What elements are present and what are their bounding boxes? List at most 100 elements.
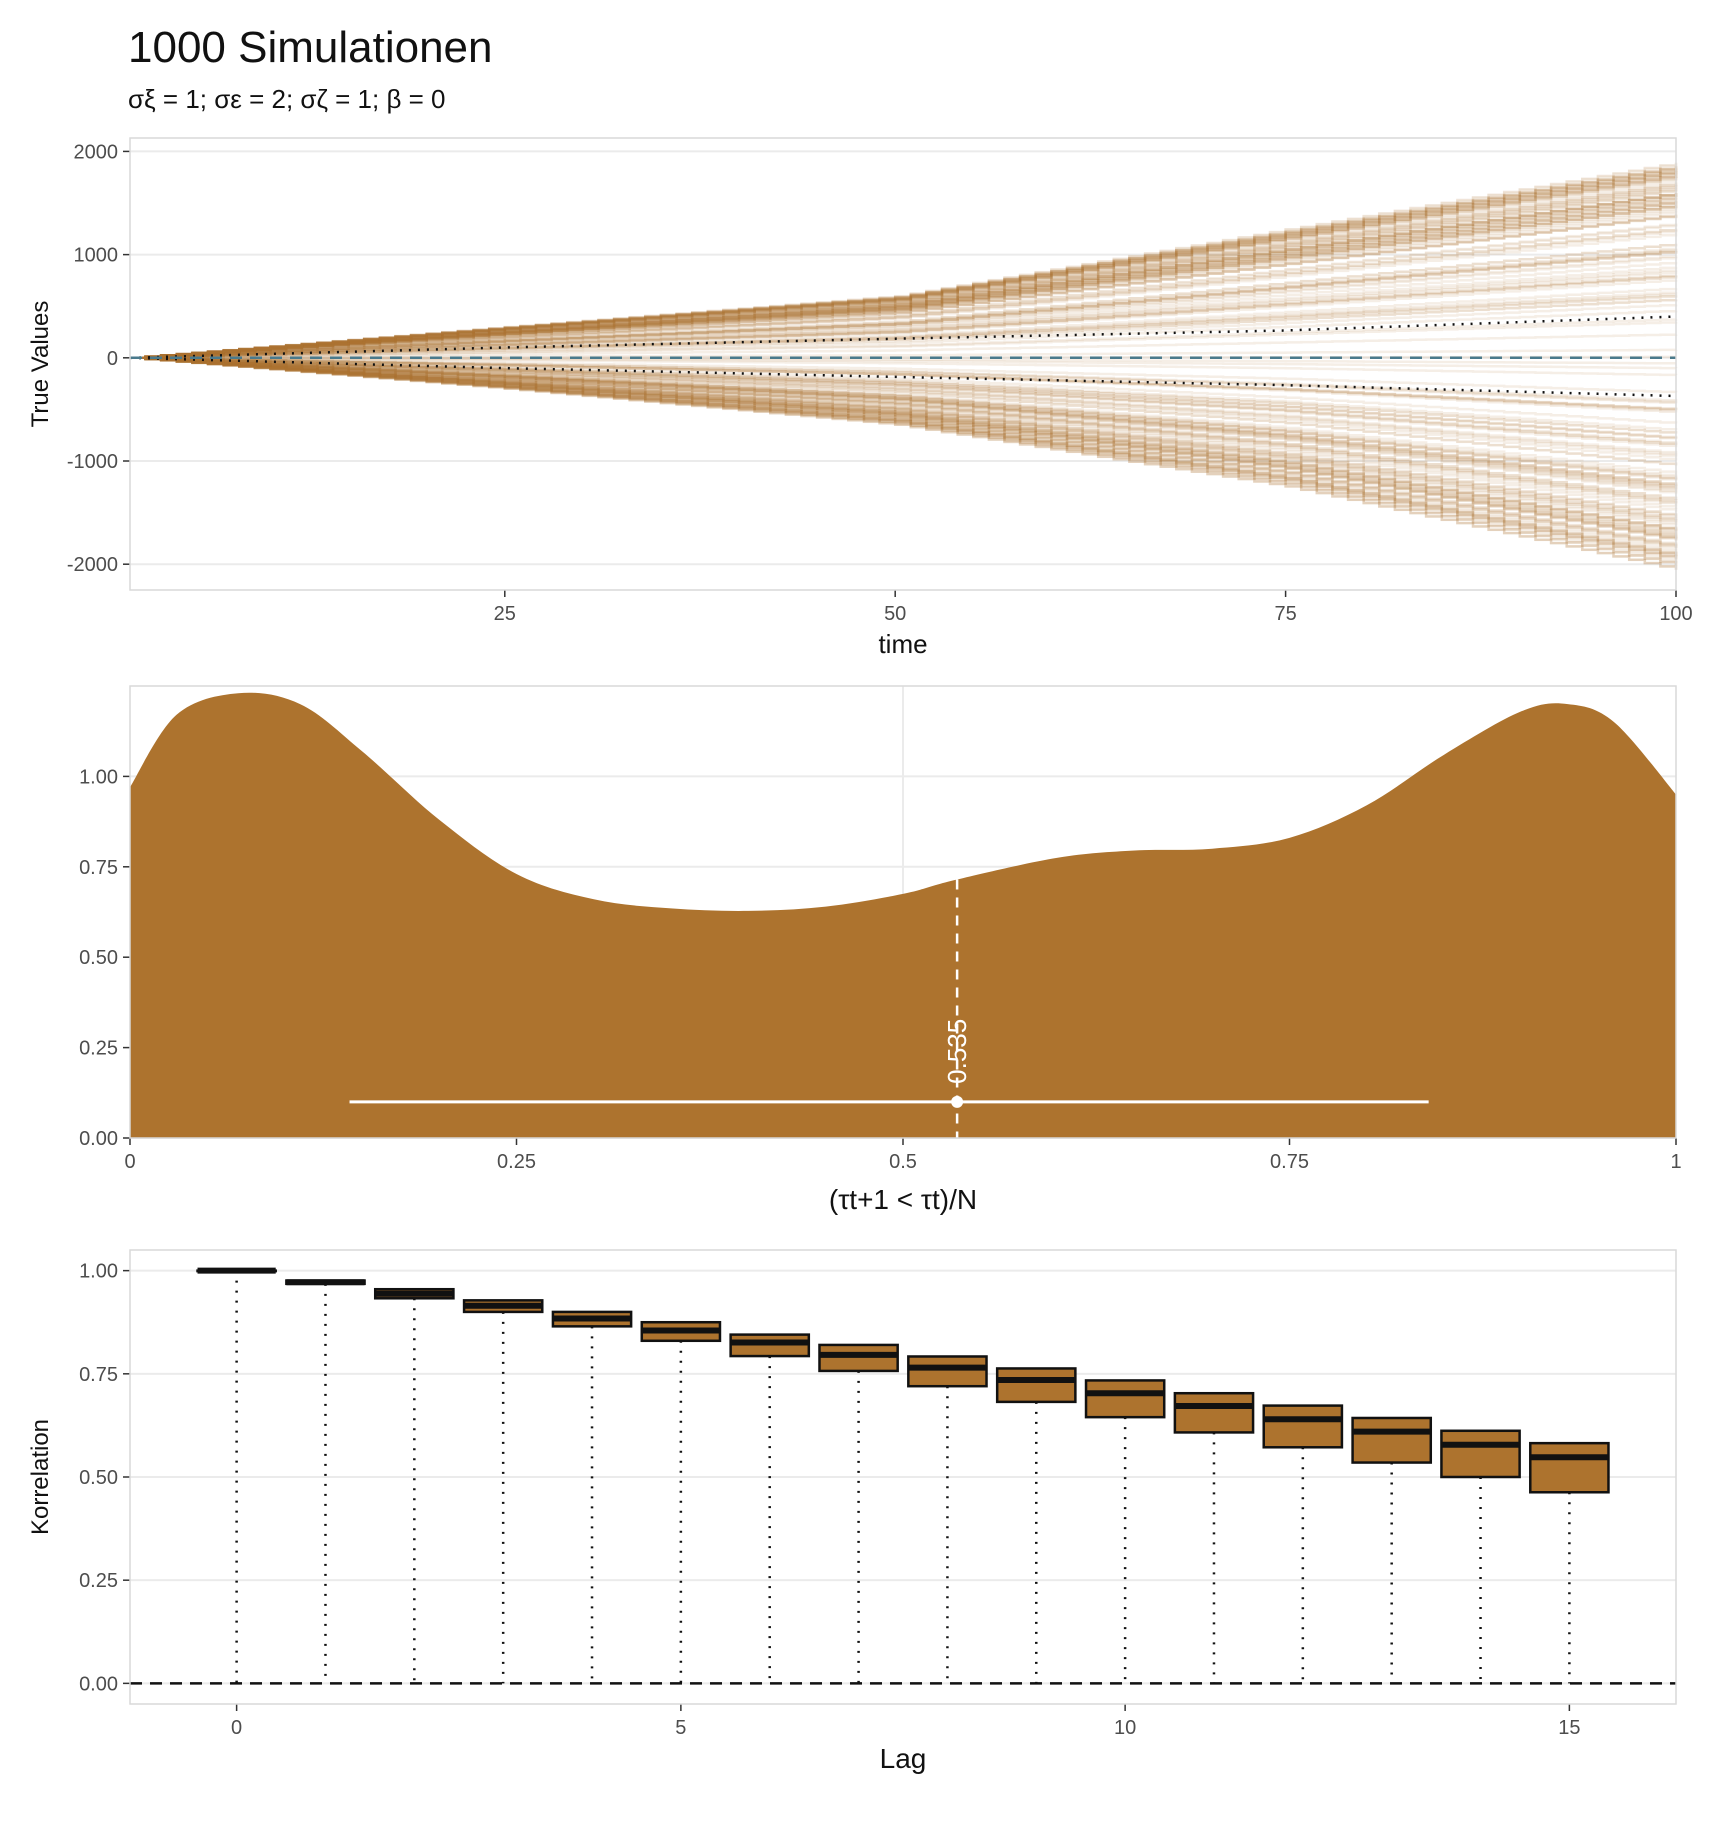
simulation-path: [130, 356, 1678, 557]
simulation-path: [130, 193, 1678, 360]
simulation-path: [130, 356, 1678, 517]
simulation-path: [130, 356, 1678, 548]
simulation-path: [130, 179, 1678, 360]
simulation-path: [130, 356, 1678, 539]
simulation-path: [130, 356, 1678, 501]
simulation-path: [130, 356, 1678, 404]
simulation-path: [130, 230, 1678, 360]
simulation-path: [130, 356, 1678, 466]
simulation-path: [130, 187, 1678, 360]
simulation-path: [130, 205, 1678, 360]
simulation-path: [130, 177, 1678, 360]
simulation-path: [130, 356, 1678, 554]
simulation-path: [130, 196, 1678, 360]
simulation-path: [130, 228, 1678, 360]
simulation-path: [130, 205, 1678, 360]
simulation-path: [130, 196, 1678, 360]
x-tick-label: 0.25: [497, 1151, 536, 1173]
x-tick-label: 100: [1659, 603, 1692, 625]
simulation-path: [130, 171, 1678, 360]
x-axis-label: time: [878, 629, 927, 659]
simulation-path: [130, 214, 1678, 360]
simulation-path: [130, 224, 1678, 360]
simulation-path: [130, 356, 1678, 523]
y-tick-label: -1000: [67, 451, 118, 473]
simulation-path: [130, 356, 1678, 570]
simulation-path: [130, 356, 1678, 488]
simulation-path: [130, 356, 1678, 532]
simulation-path: [130, 201, 1678, 360]
simulation-path: [130, 276, 1678, 360]
simulation-path: [130, 309, 1678, 360]
y-tick-label: 0.00: [79, 1128, 118, 1150]
simulation-path: [130, 228, 1678, 360]
simulation-path: [130, 293, 1678, 360]
simulation-path: [130, 356, 1678, 480]
simulation-path: [130, 274, 1678, 360]
simulation-path: [130, 197, 1678, 360]
simulation-path: [130, 261, 1678, 360]
simulation-path: [130, 356, 1678, 540]
simulation-path: [130, 356, 1678, 413]
simulation-path: [130, 195, 1678, 360]
simulation-path: [130, 247, 1678, 360]
x-tick-label: 0.5: [889, 1151, 917, 1173]
simulation-path: [130, 356, 1678, 566]
simulation-path: [130, 185, 1678, 360]
simulation-path: [130, 256, 1678, 360]
panel-proportion-density: 0.00 0.25 0.50 0.75 1.00 0 0.25 0.5 0.75 1 0.535 (τ…: [79, 685, 1682, 1215]
simulation-path: [130, 211, 1678, 360]
x-tick-label: 75: [1274, 603, 1296, 625]
simulation-path: [130, 356, 1678, 492]
simulation-path: [130, 356, 1678, 412]
simulation-path: [130, 356, 1678, 558]
simulation-path: [130, 170, 1678, 360]
simulation-path: [130, 356, 1678, 456]
simulation-path: [130, 185, 1678, 360]
lag-box: [995, 1367, 1077, 1404]
x-tick-label: 1: [1670, 1151, 1681, 1173]
simulation-path: [130, 266, 1678, 360]
simulation-path: [130, 233, 1678, 360]
simulation-path: [130, 249, 1678, 360]
simulation-path: [130, 187, 1678, 360]
simulation-path: [130, 274, 1678, 360]
x-tick-label: 25: [494, 603, 516, 625]
y-tick-label: -2000: [67, 554, 118, 576]
simulation-path: [130, 356, 1678, 480]
simulation-path: [130, 167, 1678, 360]
simulation-path: [130, 356, 1678, 531]
simulation-path: [130, 356, 1678, 474]
simulation-path: [130, 356, 1678, 439]
upper-dotted-bound: [129, 315, 1677, 360]
simulation-path: [130, 356, 1678, 547]
panel-1-border: [129, 137, 1677, 591]
simulation-path: [130, 201, 1678, 360]
simulation-path: [130, 356, 1678, 500]
simulation-path: [130, 356, 1678, 536]
simulation-path: [130, 165, 1678, 360]
y-tick-label: 0.50: [79, 947, 118, 969]
simulation-path: [130, 193, 1678, 360]
simulation-path: [130, 356, 1678, 564]
y-tick-label: 0.00: [79, 1673, 118, 1695]
simulation-path: [130, 356, 1678, 370]
simulation-path: [130, 193, 1678, 360]
y-tick-label: 2000: [74, 141, 119, 163]
panel-2-border: [129, 685, 1677, 1139]
simulation-path: [130, 356, 1678, 482]
simulation-path: [130, 183, 1678, 360]
y-tick-label: 0: [107, 348, 118, 370]
simulation-path: [130, 356, 1678, 454]
simulation-path: [130, 356, 1678, 540]
simulation-path: [130, 356, 1678, 566]
simulation-path: [130, 207, 1678, 360]
simulation-path: [130, 255, 1678, 360]
simulation-path: [130, 356, 1678, 377]
panel-lag-correlation: 0.00 0.25 0.50 0.75 1.00 0 5 10 15 Lag Korrelation: [27, 1249, 1677, 1774]
simulation-path: [130, 356, 1678, 410]
simulation-path: [130, 214, 1678, 360]
x-axis-label: Lag: [880, 1743, 927, 1774]
simulation-path: [130, 348, 1678, 360]
